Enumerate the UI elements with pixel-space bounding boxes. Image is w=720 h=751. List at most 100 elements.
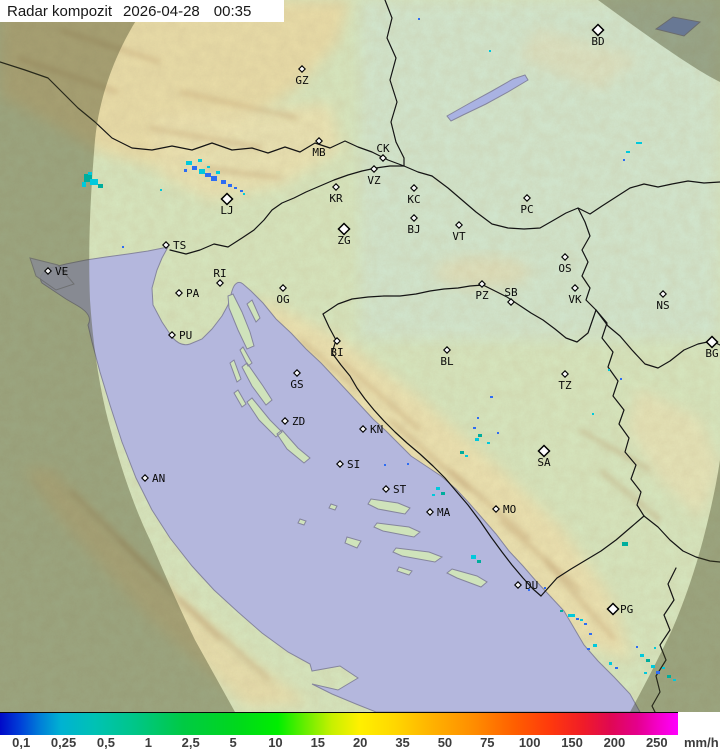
precipitation-cell [662,667,665,669]
city-code-label: BI [330,346,343,359]
precipitation-cell [84,174,92,182]
city-vk-marker: VK [568,284,582,306]
scale-tick-label: 10 [268,735,283,750]
city-code-label: VT [452,230,466,243]
scale-unit-label: mm/h [684,735,719,750]
precipitation-cell [82,182,86,187]
precipitation-cell [221,180,226,184]
city-diamond-icon [591,23,605,37]
city-mb-marker: MB [312,137,326,159]
precipitation-cell [243,193,245,195]
precipitation-cell [234,187,237,189]
city-bg-marker: BG [705,335,719,360]
city-code-label: GS [290,378,303,391]
city-code-label: VE [55,265,68,278]
scale-tick-label: 250 [645,735,668,750]
scale-tick-label: 150 [561,735,583,750]
city-code-label: SB [504,286,518,299]
precipitation-cell [626,151,630,153]
precipitation-cell [640,654,644,657]
outside-radar-coverage [0,0,720,712]
precipitation-cell [592,413,594,415]
precipitation-cell [576,618,579,620]
city-diamond-icon [561,253,569,261]
city-code-label: OG [276,293,289,306]
city-code-label: BL [440,355,454,368]
city-diamond-icon [298,65,306,73]
precipitation-cell [636,646,638,648]
city-pc-marker: PC [520,194,534,216]
city-pz-marker: PZ [475,280,489,302]
precipitation-cell [460,451,464,454]
precipitation-cell [216,171,220,174]
city-diamond-icon [705,335,719,349]
city-code-label: NS [656,299,669,312]
precipitation-cell [160,189,162,191]
precipitation-cell [407,463,409,465]
city-diamond-icon [382,485,390,493]
precipitation-cell [384,464,386,466]
city-code-label: BD [591,35,604,48]
city-zd-marker: ZD [281,415,305,428]
precipitation-cell [589,633,592,635]
intensity-scale-labels: 0,1 0,25 0,5 1 2,5 5 10 15 20 35 50 75 100 150 200 250 m… [0,735,720,751]
precipitation-cell [184,169,187,172]
city-og-marker: OG [276,284,290,306]
precipitation-cell [211,176,217,181]
city-vz-marker: VZ [367,165,381,187]
radar-map-canvas: BD GZ MB CK VZ KR KC LJ PC BJ VT ZG TS VE RI OS PA OG PZ SB… [0,0,720,712]
precipitation-cell [667,675,671,678]
precipitation-cell [490,396,493,398]
city-diamond-icon [370,165,378,173]
city-diamond-icon [293,369,301,377]
precipitation-cell [497,432,499,434]
city-diamond-icon [333,337,341,345]
city-diamond-icon [561,370,569,378]
city-si-marker: SI [336,458,360,471]
city-diamond-icon [379,154,387,162]
city-code-label: MO [503,503,516,516]
precipitation-cell [544,587,546,589]
city-code-label: PA [186,287,200,300]
precipitation-cell [186,161,192,165]
city-an-marker: AN [141,472,165,485]
city-code-label: MA [437,506,451,519]
city-sb-marker: SB [504,286,518,306]
precipitation-cell [622,542,628,546]
scale-tick-label: 5 [229,735,237,750]
city-code-label: PC [520,203,533,216]
city-bi-marker: BI [330,337,344,359]
scale-tick-label: 20 [352,735,368,750]
city-code-label: KR [329,192,343,205]
city-code-label: CK [376,142,390,155]
scale-tick-label: 2,5 [181,735,200,750]
app-title: Radar kompozit [7,2,113,20]
city-code-label: PZ [475,289,489,302]
precipitation-cell [228,184,232,187]
scale-tick-label: 100 [518,735,541,750]
city-os-marker: OS [558,253,572,275]
city-diamond-icon [359,425,367,433]
city-kn-marker: KN [359,423,383,436]
city-diamond-icon [426,508,434,516]
observation-time: 00:35 [213,2,252,20]
country-borders [0,0,720,712]
precipitation-cell [88,172,92,175]
intensity-color-scale [0,712,678,735]
city-diamond-icon [168,331,176,339]
city-gs-marker: GS [290,369,304,391]
precipitation-cell [615,667,618,669]
city-diamond-icon [492,505,500,513]
city-diamond-icon [315,137,323,145]
city-lj-marker: LJ [220,192,234,217]
city-ve-marker: VE [44,265,68,278]
precipitation-cell [487,442,490,444]
precipitation-cell [568,614,575,617]
precipitation-cell [644,672,647,674]
city-code-label: SA [537,456,551,469]
city-pg-marker: PG [606,602,633,616]
venice-lagoon [29,257,75,291]
city-code-label: ST [393,483,407,496]
city-diamond-icon [659,290,667,298]
city-tz-marker: TZ [558,370,572,392]
